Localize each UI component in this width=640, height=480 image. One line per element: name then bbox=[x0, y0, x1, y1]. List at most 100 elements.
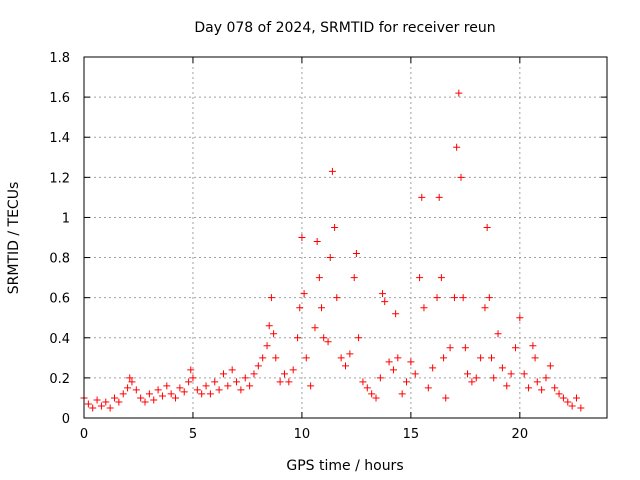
data-point bbox=[296, 304, 304, 312]
data-point bbox=[531, 354, 539, 362]
data-point bbox=[424, 384, 432, 392]
chart-title: Day 078 of 2024, SRMTID for receiver reu… bbox=[194, 20, 495, 36]
data-point bbox=[318, 304, 326, 312]
x-tick-label: 15 bbox=[403, 427, 420, 442]
data-point bbox=[172, 394, 180, 402]
data-point bbox=[270, 330, 278, 338]
data-point bbox=[311, 324, 319, 332]
data-point bbox=[525, 384, 533, 392]
data-point bbox=[150, 396, 158, 404]
data-point bbox=[154, 386, 162, 394]
data-point bbox=[394, 354, 402, 362]
data-point bbox=[564, 398, 572, 406]
data-point bbox=[119, 390, 127, 398]
y-tick-label: 0.6 bbox=[49, 292, 70, 307]
data-point bbox=[328, 167, 336, 175]
data-point bbox=[559, 394, 567, 402]
data-point bbox=[167, 390, 175, 398]
data-point bbox=[145, 390, 153, 398]
data-point bbox=[111, 394, 119, 402]
data-point bbox=[206, 390, 214, 398]
data-point bbox=[507, 370, 515, 378]
data-point bbox=[193, 386, 201, 394]
data-point bbox=[538, 386, 546, 394]
data-point bbox=[128, 378, 136, 386]
data-point bbox=[263, 342, 271, 350]
data-point bbox=[477, 354, 485, 362]
y-axis-label: SRMTID / TECUs bbox=[6, 182, 22, 295]
data-point bbox=[272, 354, 280, 362]
data-point bbox=[435, 193, 443, 201]
data-point bbox=[233, 378, 241, 386]
x-tick-label: 10 bbox=[294, 427, 311, 442]
plot-frame bbox=[83, 56, 608, 419]
data-point bbox=[294, 334, 302, 342]
data-point bbox=[124, 384, 132, 392]
y-axis-ticks: 0 0.2 0.4 0.6 0.8 1 1.2 1.4 1.6 1.8 bbox=[49, 51, 607, 427]
data-point bbox=[520, 370, 528, 378]
data-point bbox=[320, 334, 328, 342]
data-point bbox=[280, 370, 288, 378]
data-point bbox=[250, 370, 258, 378]
data-point bbox=[568, 402, 576, 410]
y-tick-label: 0 bbox=[62, 412, 70, 427]
data-point bbox=[420, 304, 428, 312]
data-point bbox=[533, 378, 541, 386]
x-tick-label: 20 bbox=[512, 427, 529, 442]
x-axis-label: GPS time / hours bbox=[286, 458, 403, 474]
data-point bbox=[403, 378, 411, 386]
data-point bbox=[198, 390, 206, 398]
data-point bbox=[398, 390, 406, 398]
data-point bbox=[352, 250, 360, 258]
y-tick-label: 0.2 bbox=[49, 372, 70, 387]
data-point bbox=[324, 338, 332, 346]
data-point bbox=[389, 366, 397, 374]
data-point bbox=[106, 404, 114, 412]
y-tick-label: 0.8 bbox=[49, 252, 70, 267]
data-point bbox=[450, 294, 458, 302]
data-point bbox=[459, 294, 467, 302]
data-point bbox=[376, 374, 384, 382]
data-point bbox=[490, 374, 498, 382]
data-point bbox=[211, 378, 219, 386]
data-point bbox=[180, 388, 188, 396]
data-point bbox=[440, 354, 448, 362]
data-point bbox=[298, 234, 306, 241]
data-point bbox=[572, 394, 580, 402]
data-point bbox=[307, 382, 315, 390]
data-point bbox=[407, 358, 415, 366]
data-point bbox=[355, 334, 363, 342]
y-tick-label: 0.4 bbox=[49, 332, 70, 347]
data-point bbox=[418, 193, 426, 201]
data-points bbox=[80, 89, 585, 412]
data-point bbox=[265, 322, 273, 330]
data-point bbox=[488, 354, 496, 362]
data-point bbox=[481, 304, 489, 312]
data-point bbox=[363, 384, 371, 392]
y-tick-label: 1.4 bbox=[49, 131, 70, 146]
data-point bbox=[187, 366, 195, 374]
data-point bbox=[241, 374, 249, 382]
y-tick-label: 1.6 bbox=[49, 91, 70, 106]
data-point bbox=[93, 396, 101, 404]
data-point bbox=[350, 274, 358, 282]
data-point bbox=[158, 392, 166, 400]
data-point bbox=[472, 374, 480, 382]
data-point bbox=[551, 384, 559, 392]
data-point bbox=[289, 366, 297, 374]
data-point bbox=[498, 364, 506, 372]
data-point bbox=[300, 290, 308, 298]
data-point bbox=[511, 344, 519, 352]
y-tick-label: 1.2 bbox=[49, 171, 70, 186]
data-point bbox=[555, 390, 563, 398]
y-tick-label: 1 bbox=[62, 211, 70, 226]
data-point bbox=[546, 362, 554, 370]
data-point bbox=[464, 370, 472, 378]
data-point bbox=[267, 294, 275, 302]
data-point bbox=[453, 143, 461, 151]
data-point bbox=[89, 404, 97, 412]
data-point bbox=[189, 374, 197, 382]
data-point bbox=[485, 294, 493, 302]
y-tick-label: 1.8 bbox=[49, 51, 70, 66]
data-point bbox=[411, 370, 419, 378]
